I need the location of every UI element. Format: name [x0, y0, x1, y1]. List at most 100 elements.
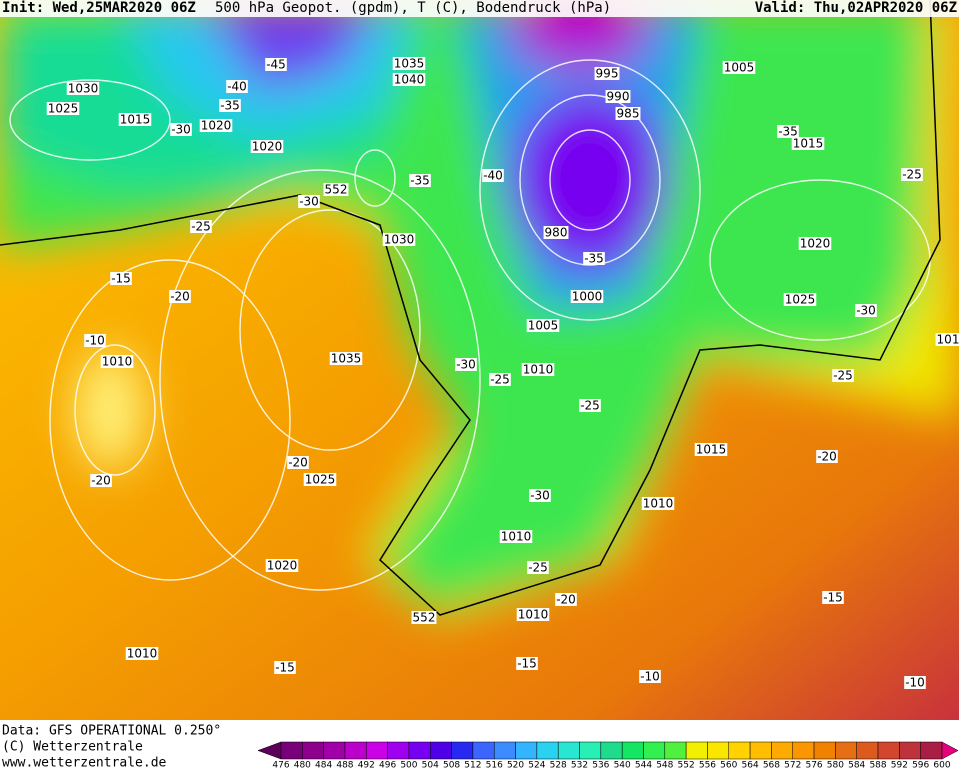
colorbar-tick-label: 544: [635, 761, 652, 771]
temperature-label: -30: [299, 195, 319, 209]
isobar-label: 990: [607, 90, 630, 104]
copyright: (C) Wetterzentrale: [2, 740, 143, 755]
colorbar-segment: [728, 741, 751, 760]
colorbar-tick-label: 548: [656, 761, 673, 771]
isobar-label-box: [265, 559, 299, 572]
temperature-label: -10: [85, 334, 105, 348]
isobar-label-box: [66, 82, 100, 95]
temperature-label-box: [455, 358, 477, 371]
isobar-label: 1010: [518, 608, 549, 622]
temperature-label: -15: [275, 661, 295, 675]
isobar-label-box: [543, 226, 569, 239]
isobar-label-box: [791, 137, 825, 150]
colorbar-segment: [451, 741, 474, 760]
isobar-label: 101: [937, 333, 959, 347]
temperature-label-box: [583, 252, 605, 265]
temperature-label: -20: [170, 290, 190, 304]
colorbar-segment: [493, 741, 516, 760]
temperature-label-box: [170, 123, 192, 136]
temperature-label: -30: [456, 358, 476, 372]
colorbar-tick-label: 528: [550, 761, 567, 771]
colorbar-segment: [707, 741, 730, 760]
isobar-label-box: [694, 443, 728, 456]
temperature-label-box: [482, 169, 504, 182]
temperature-label-box: [287, 456, 309, 469]
temperature-label-box: [274, 661, 296, 674]
colorbar-tick-label: 572: [784, 761, 801, 771]
isobar-label: 1015: [696, 443, 727, 457]
isobar-label-box: [570, 290, 604, 303]
temperature-label: -30: [530, 489, 550, 503]
colorbar-tick-label: 492: [358, 761, 375, 771]
isobar-label-box: [499, 530, 533, 543]
temperature-label-box: [409, 174, 431, 187]
isobar-label: 1010: [102, 355, 133, 369]
colorbar-segment: [792, 741, 815, 760]
isobar-label: 985: [617, 107, 640, 121]
colorbar-segment: [600, 741, 623, 760]
colorbar-tick-label: 532: [571, 761, 588, 771]
colorbar-segment: [472, 741, 495, 760]
colorbar-tick-label: 488: [336, 761, 353, 771]
isobar-label-box: [392, 57, 426, 70]
colorbar-segment: [280, 741, 303, 760]
temperature-label: -15: [823, 591, 843, 605]
temperature-label: -35: [220, 99, 240, 113]
colorbar-segment: [387, 741, 410, 760]
colorbar-tick-label: 484: [315, 761, 332, 771]
isobar-label: 1035: [331, 352, 362, 366]
isobar-label: 1025: [785, 293, 816, 307]
temperature-label-box: [489, 373, 511, 386]
isobar-label: 1010: [643, 497, 674, 511]
temperature-label: -25: [833, 369, 853, 383]
map-field: [0, 0, 959, 720]
isobar-label: 1040: [394, 73, 425, 87]
colorbar-segment: [344, 741, 367, 760]
colorbar-segment: [366, 741, 388, 760]
init-text: Init: Wed,25MAR2020 06Z: [2, 0, 196, 16]
temperature-label: -35: [778, 125, 798, 139]
colorbar-tick-label: 500: [400, 761, 417, 771]
colorbar-tick-label: 520: [507, 761, 524, 771]
temperature-label: -10: [905, 676, 925, 690]
colorbar-segment: [621, 741, 644, 760]
colorbar-segment: [557, 741, 580, 760]
temperature-label: -15: [517, 657, 537, 671]
colorbar-segment: [643, 741, 666, 760]
isobar-label: 1030: [384, 233, 415, 247]
colorbar-tick-label: 504: [422, 761, 439, 771]
isobar-label: 1005: [528, 319, 559, 333]
colorbar-tick-label: 496: [379, 761, 396, 771]
isobar-label-box: [526, 319, 560, 332]
isobar-label: 1020: [252, 140, 283, 154]
isobar-label: 1030: [68, 82, 99, 96]
temperature-label: -30: [171, 123, 191, 137]
isobar-label-box: [516, 608, 550, 621]
temperature-label-box: [529, 489, 551, 502]
colorbar-segment: [813, 741, 836, 760]
temperature-label: -20: [91, 474, 111, 488]
geopotential-label-box: [411, 611, 437, 624]
isobar-label: 1020: [800, 237, 831, 251]
temperature-label: -20: [556, 593, 576, 607]
colorbar-tick-label: 584: [848, 761, 865, 771]
temperature-label: -25: [902, 168, 922, 182]
colorbar-segment: [899, 741, 921, 760]
temperature-label-box: [555, 593, 577, 606]
temperature-label: -40: [483, 169, 503, 183]
temperature-label-box: [265, 58, 287, 71]
colorbar-segment: [856, 741, 879, 760]
colorbar-tick-label: 556: [699, 761, 716, 771]
temperature-label-box: [855, 304, 877, 317]
colorbar-segment: [920, 741, 943, 760]
isobar-label-box: [250, 140, 284, 153]
colorbar-segment: [749, 741, 772, 760]
colorbar-segment: [515, 741, 538, 760]
data-source: Data: GFS OPERATIONAL 0.250°: [2, 724, 221, 739]
isobar-label-box: [935, 333, 959, 346]
colorbar-tick-label: 564: [742, 761, 759, 771]
isobar-label-box: [392, 73, 426, 86]
colorbar-tick-label: 588: [869, 761, 886, 771]
